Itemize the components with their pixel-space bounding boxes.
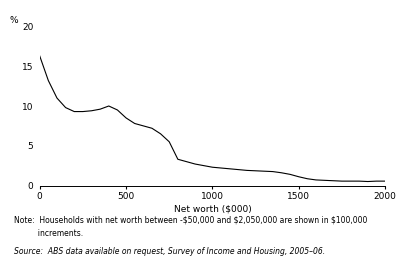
Text: Note:  Households with net worth between -$50,000 and $2,050,000 are shown in $1: Note: Households with net worth between …	[14, 216, 367, 225]
X-axis label: Net worth ($000): Net worth ($000)	[173, 205, 251, 214]
Text: increments.: increments.	[14, 229, 83, 238]
Text: Source:  ABS data available on request, Survey of Income and Housing, 2005–06.: Source: ABS data available on request, S…	[14, 247, 325, 256]
Text: %: %	[10, 16, 19, 25]
